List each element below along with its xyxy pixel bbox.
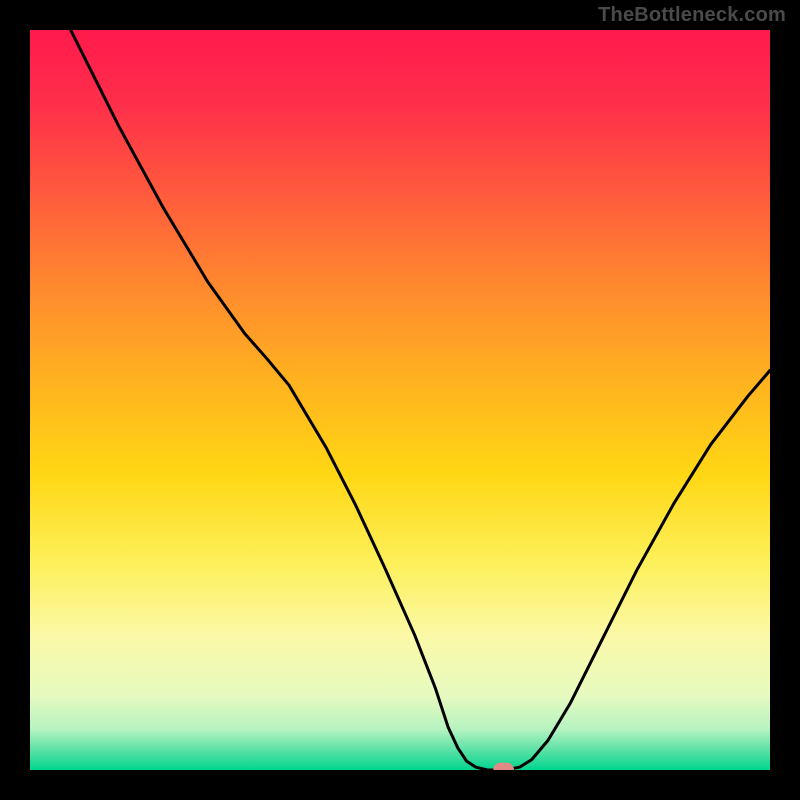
watermark-text: TheBottleneck.com xyxy=(598,4,786,27)
chart-svg xyxy=(30,30,770,770)
gradient-background xyxy=(30,30,770,770)
chart-frame: TheBottleneck.com xyxy=(0,0,800,800)
plot-outer xyxy=(30,30,770,770)
